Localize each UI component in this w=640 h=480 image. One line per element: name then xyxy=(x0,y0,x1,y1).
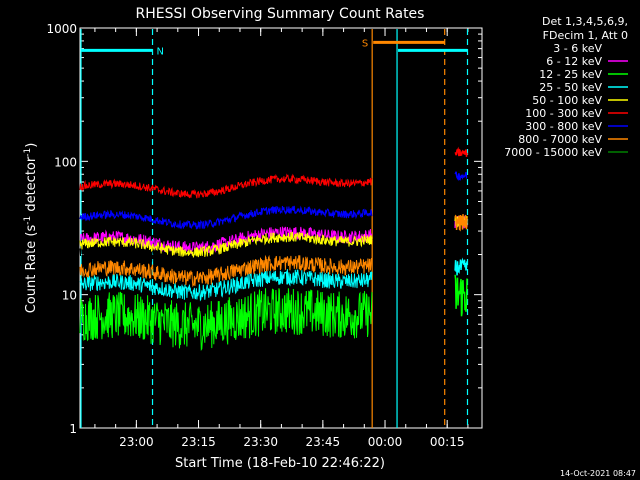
y-axis-ticks: 1 10 100 1000 xyxy=(46,22,482,436)
series-line-resumed xyxy=(454,146,468,157)
series-line xyxy=(79,234,373,270)
x-tick-label: 23:00 xyxy=(119,435,154,449)
legend-label: 25 - 50 keV xyxy=(539,81,602,94)
x-tick-label: 00:15 xyxy=(430,435,465,449)
x-tick-label: 23:30 xyxy=(243,435,278,449)
y-axis-label-mid: detector xyxy=(24,156,39,216)
flag-bars: NS xyxy=(81,38,468,57)
chart-title: RHESSI Observing Summary Count Rates xyxy=(136,6,425,22)
x-tick-label: 00:00 xyxy=(368,435,403,449)
series-line-resumed xyxy=(454,257,468,276)
series-line xyxy=(79,173,373,199)
series-line xyxy=(79,205,373,230)
attenuator-lines xyxy=(80,29,469,428)
series-line-resumed xyxy=(454,214,468,232)
y-axis-label-end: ) xyxy=(24,143,39,148)
legend-label: 50 - 100 keV xyxy=(532,94,602,107)
legend-label: 300 - 800 keV xyxy=(525,120,602,133)
y-axis-label: Count Rate (s-1 detector-1) xyxy=(23,143,39,314)
flag-label: N xyxy=(157,46,164,57)
plot-frame xyxy=(79,27,483,429)
timestamp: 14-Oct-2021 08:47 xyxy=(560,469,636,478)
legend-label: 100 - 300 keV xyxy=(525,107,602,120)
x-tick-label: 23:15 xyxy=(181,435,216,449)
series-lines xyxy=(79,146,468,351)
x-axis-ticks: 23:00 23:15 23:30 23:45 00:00 00:15 xyxy=(94,28,469,449)
series-line-resumed xyxy=(454,171,468,182)
legend: Det 1,3,4,5,6,9, FDecim 1, Att 0 3 - 6 k… xyxy=(504,15,628,159)
legend-header-2: FDecim 1, Att 0 xyxy=(543,29,628,42)
y-tick-label: 1 xyxy=(69,422,77,436)
series-line xyxy=(79,254,373,288)
legend-label: 6 - 12 keV xyxy=(546,55,602,68)
legend-label: 3 - 6 keV xyxy=(553,42,602,55)
series-line xyxy=(79,269,373,302)
legend-label: 800 - 7000 keV xyxy=(518,133,602,146)
series-line-resumed xyxy=(454,274,468,317)
y-axis-label-sup1: -1 xyxy=(23,216,33,225)
y-tick-label: 100 xyxy=(54,155,77,169)
legend-label: 12 - 25 keV xyxy=(539,68,602,81)
y-tick-label: 10 xyxy=(62,289,77,303)
legend-header-1: Det 1,3,4,5,6,9, xyxy=(542,15,628,28)
series-line xyxy=(79,231,373,258)
y-axis-label-main: Count Rate (s xyxy=(24,225,39,314)
x-axis-label: Start Time (18-Feb-10 22:46:22) xyxy=(175,456,385,471)
legend-label: 7000 - 15000 keV xyxy=(504,146,602,159)
flag-label: S xyxy=(362,38,368,49)
x-tick-label: 23:45 xyxy=(306,435,341,449)
y-axis-label-sup2: -1 xyxy=(23,148,33,157)
series-line xyxy=(79,288,373,351)
y-tick-label: 1000 xyxy=(46,22,77,36)
